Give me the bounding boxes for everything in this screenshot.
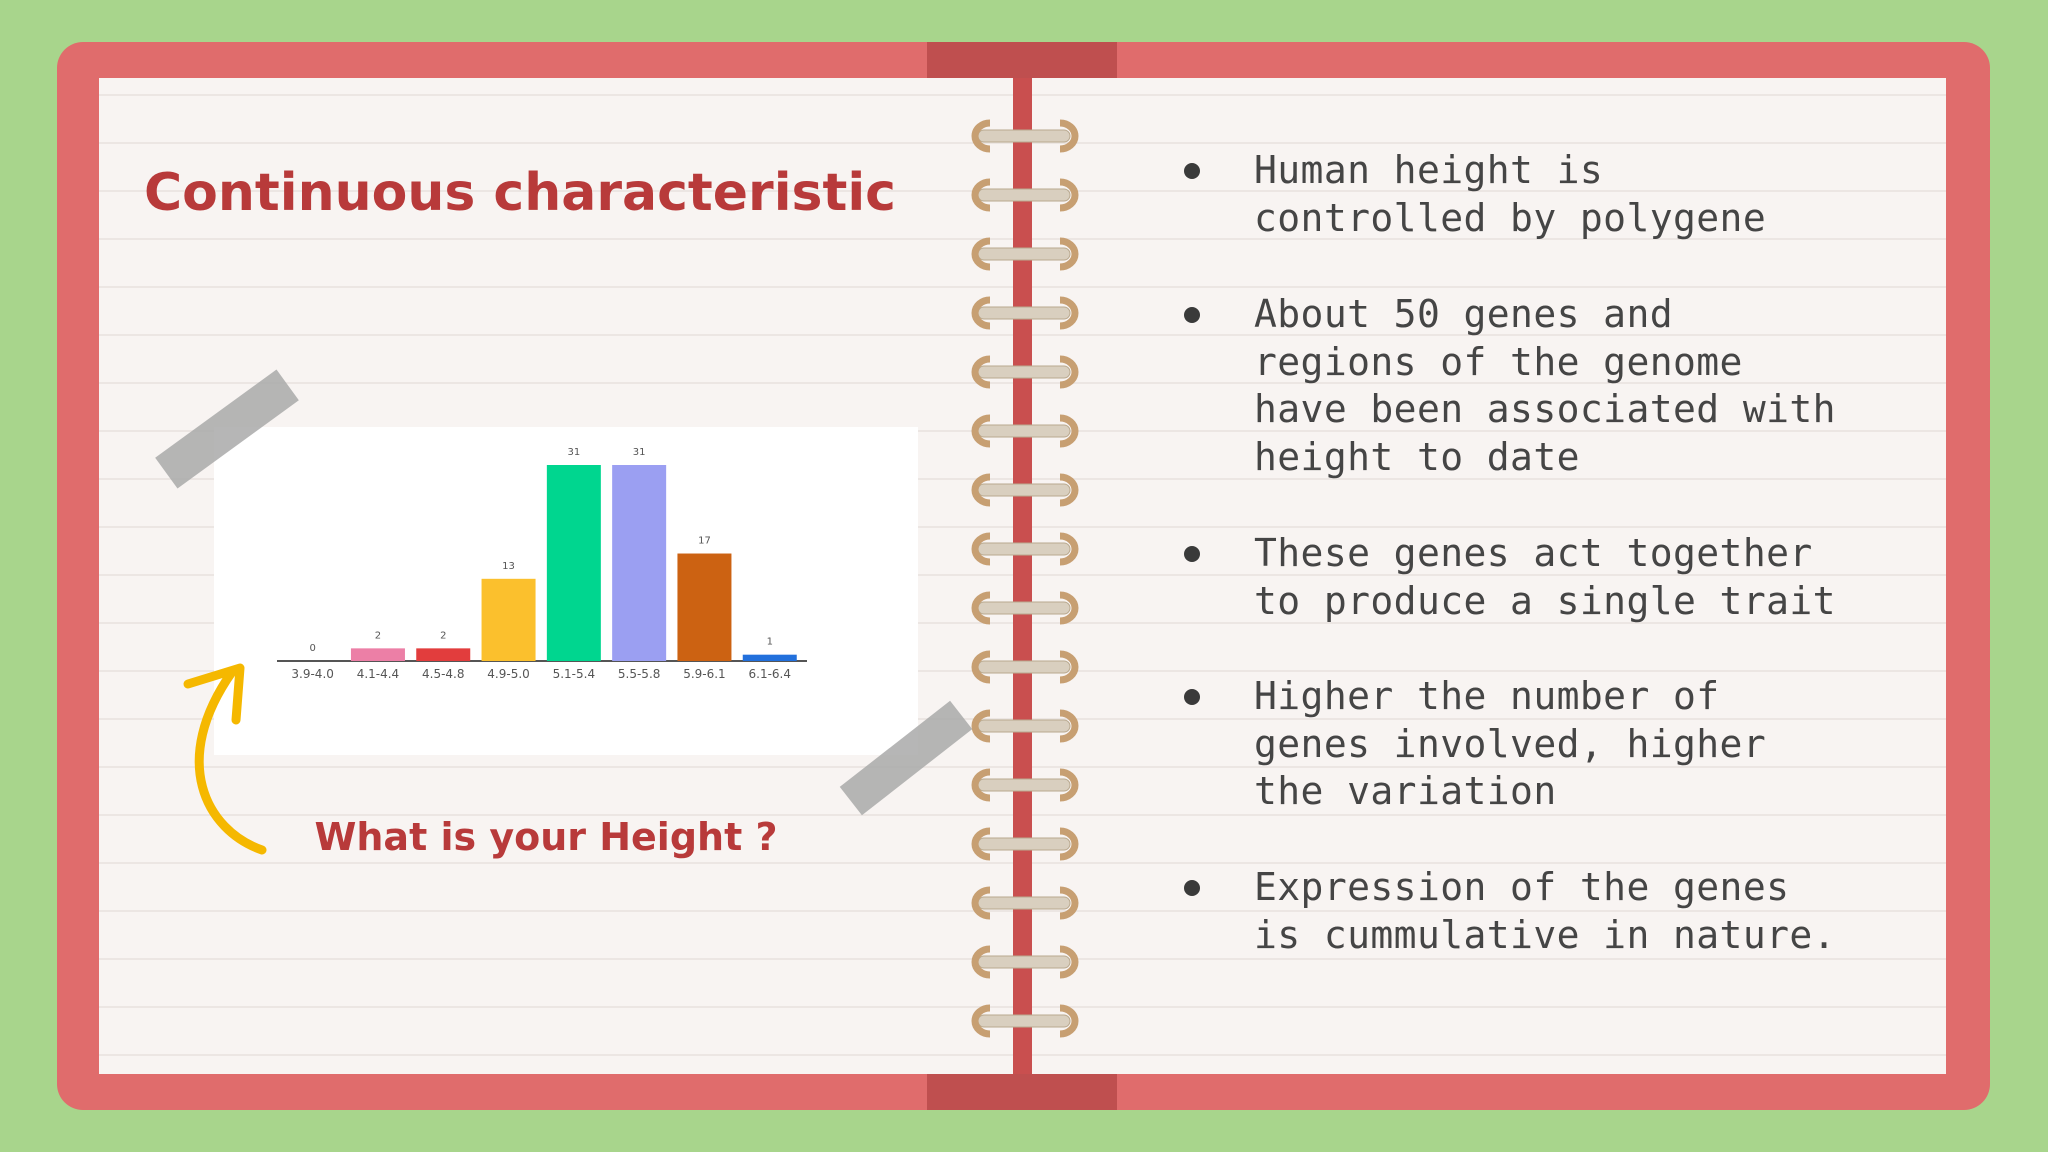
bullet-text: Higher the number of genes involved, hig… [1254,674,1767,814]
ring-loop [971,827,991,861]
tape [155,369,299,489]
slide-title: Continuous characteristic [144,163,896,223]
ring-loop [1059,1004,1079,1038]
ring-rod [977,778,1071,792]
ring-loop [1059,768,1079,802]
ring-rod [977,896,1071,910]
right-page [1032,78,1946,1074]
chart: 0 3.9-4.0 2 4.1-4.4 2 4.5-4.8 13 4.9-5.0 31 5.1-5… [291,447,797,681]
ring-loop [1059,414,1079,448]
ring-loop [971,119,991,153]
ring-loop [1059,237,1079,271]
value-label: 17 [698,536,711,547]
ring-rod [977,306,1071,320]
ring-loop [1059,178,1079,212]
ring-rod [977,483,1071,497]
value-label: 2 [440,630,446,641]
x-tick-label: 5.9-6.1 [683,667,726,681]
ring-loop [971,296,991,330]
ring-loop [1059,532,1079,566]
value-label: 2 [375,630,381,641]
bullet-dot [1184,880,1200,896]
bullet-dot [1184,307,1200,323]
ring-rod [977,542,1071,556]
bullet-dot [1184,689,1200,705]
bar [612,465,667,661]
ring-loop [971,768,991,802]
bar [546,465,601,661]
ring-rod [977,660,1071,674]
ring-loop [1059,355,1079,389]
ring-loop [971,237,991,271]
ring-loop [971,709,991,743]
ring-loop [971,650,991,684]
spine [1013,78,1032,1074]
x-tick-label: 4.1-4.4 [357,667,400,681]
ring-rod [977,955,1071,969]
ring-loop [1059,827,1079,861]
ring-loop [1059,650,1079,684]
ring-loop [971,532,991,566]
spine-top [927,42,1117,78]
ring-loop [971,355,991,389]
rings [971,119,1079,1038]
bullet-text: Human height is controlled by polygene [1254,148,1767,240]
arrow [194,667,267,855]
ring-rod [977,837,1071,851]
bar [416,648,471,661]
ring-loop [1059,473,1079,507]
ring-rod [977,247,1071,261]
bullet-text: About 50 genes and regions of the genome… [1254,292,1836,480]
ring-loop [1059,591,1079,625]
ring-loop [1059,709,1079,743]
value-label: 1 [767,637,773,648]
value-label: 0 [309,643,315,654]
bullet-text: Expression of the genes is cummulative i… [1254,865,1836,957]
arrow-head [183,663,245,725]
ring-loop [971,1004,991,1038]
bullet-text: These genes act together to produce a si… [1254,531,1836,623]
bullet-dot [1184,546,1200,562]
ring-rod [977,719,1071,733]
ring-loop [971,414,991,448]
value-label: 13 [502,561,515,572]
ring-rod [977,188,1071,202]
x-tick-label: 5.5-5.8 [618,667,661,681]
ring-loop [971,945,991,979]
ring-rod [977,129,1071,143]
bar [350,648,405,661]
ring-loop [1059,945,1079,979]
ring-loop [971,591,991,625]
spine-bottom [927,1074,1117,1110]
x-tick-label: 6.1-6.4 [749,667,792,681]
ring-rod [977,1014,1071,1028]
ring-rod [977,601,1071,615]
ring-loop [1059,119,1079,153]
ring-loop [971,473,991,507]
ring-loop [971,178,991,212]
x-tick-label: 4.5-4.8 [422,667,465,681]
value-label: 31 [567,447,580,458]
bar [481,578,536,661]
ring-loop [1059,886,1079,920]
bar [677,553,732,661]
bullet-dot [1184,163,1200,179]
bar [742,654,797,661]
x-tick-label: 4.9-5.0 [487,667,530,681]
ring-loop [971,886,991,920]
x-tick-label: 3.9-4.0 [291,667,334,681]
value-label: 31 [633,447,646,458]
tape [839,700,973,816]
ring-rod [977,365,1071,379]
caption: What is your Height ? [314,815,777,859]
x-tick-label: 5.1-5.4 [553,667,596,681]
ring-rod [977,424,1071,438]
ring-loop [1059,296,1079,330]
